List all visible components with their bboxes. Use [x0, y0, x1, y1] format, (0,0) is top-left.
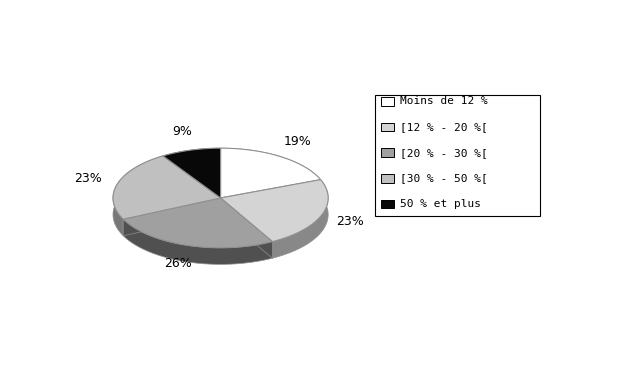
Bar	[381, 97, 394, 105]
Polygon shape	[163, 148, 221, 172]
Text: [12 % - 20 %[: [12 % - 20 %[	[400, 122, 487, 132]
Text: Moins de 12 %: Moins de 12 %	[400, 96, 487, 106]
Polygon shape	[221, 198, 273, 258]
Polygon shape	[163, 148, 221, 198]
Text: 26%: 26%	[164, 257, 192, 270]
Bar	[381, 200, 394, 208]
Text: 50 % et plus: 50 % et plus	[400, 199, 481, 209]
Bar	[375, 95, 540, 216]
Text: [30 % - 50 %[: [30 % - 50 %[	[400, 173, 487, 183]
Text: 23%: 23%	[75, 172, 102, 185]
Text: 9%: 9%	[172, 125, 192, 138]
Polygon shape	[221, 180, 328, 241]
Polygon shape	[163, 156, 221, 214]
Polygon shape	[113, 156, 163, 236]
Polygon shape	[221, 198, 273, 258]
Polygon shape	[221, 148, 321, 196]
Text: 23%: 23%	[336, 215, 364, 228]
Bar	[381, 149, 394, 157]
Bar	[381, 123, 394, 131]
Bar	[381, 174, 394, 183]
Polygon shape	[123, 198, 221, 236]
Polygon shape	[123, 219, 273, 264]
Polygon shape	[123, 198, 273, 248]
Text: 19%: 19%	[284, 134, 312, 148]
Text: [20 % - 30 %[: [20 % - 30 %[	[400, 148, 487, 158]
Polygon shape	[221, 180, 321, 214]
Polygon shape	[273, 180, 328, 258]
Polygon shape	[123, 198, 221, 236]
Polygon shape	[221, 148, 321, 198]
Polygon shape	[163, 156, 221, 214]
Polygon shape	[221, 180, 321, 214]
Polygon shape	[113, 156, 221, 219]
